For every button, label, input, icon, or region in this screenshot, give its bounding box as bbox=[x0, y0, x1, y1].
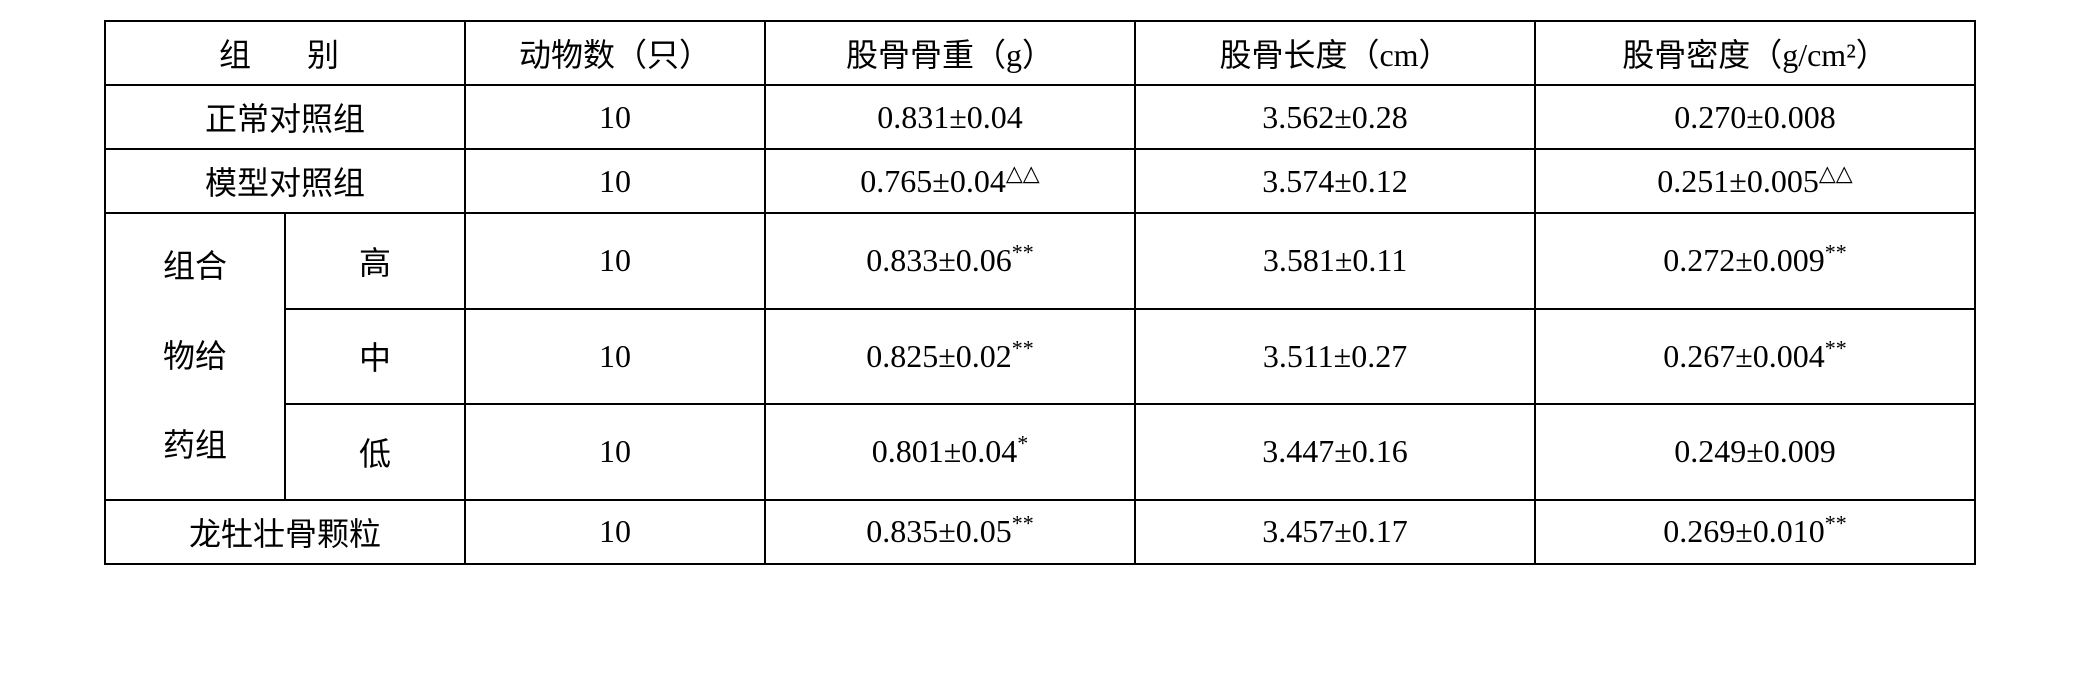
cell-sup: ** bbox=[1012, 335, 1034, 360]
cell-sup: ** bbox=[1825, 335, 1847, 360]
cell-bone-length: 3.447±0.16 bbox=[1135, 404, 1535, 500]
cell-bone-density: 0.270±0.008 bbox=[1535, 85, 1975, 149]
table-row: 正常对照组 10 0.831±0.04 3.562±0.28 0.270±0.0… bbox=[105, 85, 1975, 149]
cell-sup: * bbox=[1017, 431, 1028, 456]
cell-sub-label: 高 bbox=[285, 213, 465, 309]
header-animal-count: 动物数（只） bbox=[465, 21, 765, 85]
cell-bone-weight: 0.835±0.05** bbox=[765, 500, 1135, 564]
cell-bone-density: 0.269±0.010** bbox=[1535, 500, 1975, 564]
cell-sup: △△ bbox=[1006, 160, 1040, 185]
cell-animal-count: 10 bbox=[465, 85, 765, 149]
cell-sup: ** bbox=[1825, 511, 1847, 536]
cell-group-label: 龙牡壮骨颗粒 bbox=[105, 500, 465, 564]
cell-value: 3.574±0.12 bbox=[1262, 163, 1408, 199]
cell-sup: ** bbox=[1012, 240, 1034, 265]
cell-bone-weight: 0.831±0.04 bbox=[765, 85, 1135, 149]
cell-value: 0.833±0.06 bbox=[866, 242, 1012, 278]
cell-bone-weight: 0.801±0.04* bbox=[765, 404, 1135, 500]
table-row: 低 10 0.801±0.04* 3.447±0.16 0.249±0.009 bbox=[105, 404, 1975, 500]
cell-value: 3.511±0.27 bbox=[1263, 338, 1407, 374]
header-bone-length: 股骨长度（cm） bbox=[1135, 21, 1535, 85]
cell-bone-length: 3.511±0.27 bbox=[1135, 309, 1535, 405]
table-row: 组合物给药组 高 10 0.833±0.06** 3.581±0.11 0.27… bbox=[105, 213, 1975, 309]
data-table: 组 别 动物数（只） 股骨骨重（g） 股骨长度（cm） 股骨密度（g/cm²） … bbox=[104, 20, 1976, 565]
cell-bone-length: 3.581±0.11 bbox=[1135, 213, 1535, 309]
cell-bone-weight: 0.765±0.04△△ bbox=[765, 149, 1135, 213]
cell-bone-weight: 0.825±0.02** bbox=[765, 309, 1135, 405]
cell-bone-length: 3.457±0.17 bbox=[1135, 500, 1535, 564]
cell-animal-count: 10 bbox=[465, 149, 765, 213]
cell-sup: ** bbox=[1825, 240, 1847, 265]
header-bone-weight: 股骨骨重（g） bbox=[765, 21, 1135, 85]
table-header-row: 组 别 动物数（只） 股骨骨重（g） 股骨长度（cm） 股骨密度（g/cm²） bbox=[105, 21, 1975, 85]
cell-animal-count: 10 bbox=[465, 404, 765, 500]
cell-sup: △△ bbox=[1819, 160, 1853, 185]
cell-value: 0.825±0.02 bbox=[866, 338, 1012, 374]
cell-value: 3.447±0.16 bbox=[1262, 433, 1408, 469]
cell-value: 0.831±0.04 bbox=[877, 99, 1023, 135]
table-row: 中 10 0.825±0.02** 3.511±0.27 0.267±0.004… bbox=[105, 309, 1975, 405]
cell-animal-count: 10 bbox=[465, 213, 765, 309]
cell-bone-length: 3.574±0.12 bbox=[1135, 149, 1535, 213]
cell-bone-length: 3.562±0.28 bbox=[1135, 85, 1535, 149]
cell-vertical-group: 组合物给药组 bbox=[105, 213, 285, 500]
header-group: 组 别 bbox=[105, 21, 465, 85]
cell-value: 0.251±0.005 bbox=[1657, 163, 1819, 199]
cell-sub-label: 中 bbox=[285, 309, 465, 405]
cell-value: 3.457±0.17 bbox=[1262, 513, 1408, 549]
cell-value: 0.272±0.009 bbox=[1663, 242, 1825, 278]
cell-value: 0.269±0.010 bbox=[1663, 513, 1825, 549]
header-bone-density: 股骨密度（g/cm²） bbox=[1535, 21, 1975, 85]
cell-group-label: 模型对照组 bbox=[105, 149, 465, 213]
cell-sup: ** bbox=[1012, 511, 1034, 536]
cell-bone-density: 0.251±0.005△△ bbox=[1535, 149, 1975, 213]
cell-bone-density: 0.249±0.009 bbox=[1535, 404, 1975, 500]
cell-value: 0.249±0.009 bbox=[1674, 433, 1836, 469]
cell-value: 3.581±0.11 bbox=[1263, 242, 1407, 278]
cell-bone-weight: 0.833±0.06** bbox=[765, 213, 1135, 309]
cell-value: 0.801±0.04 bbox=[872, 433, 1018, 469]
cell-animal-count: 10 bbox=[465, 500, 765, 564]
cell-animal-count: 10 bbox=[465, 309, 765, 405]
table-row: 龙牡壮骨颗粒 10 0.835±0.05** 3.457±0.17 0.269±… bbox=[105, 500, 1975, 564]
cell-value: 0.765±0.04 bbox=[860, 163, 1006, 199]
cell-value: 0.835±0.05 bbox=[866, 513, 1012, 549]
cell-group-label: 正常对照组 bbox=[105, 85, 465, 149]
table-row: 模型对照组 10 0.765±0.04△△ 3.574±0.12 0.251±0… bbox=[105, 149, 1975, 213]
cell-bone-density: 0.267±0.004** bbox=[1535, 309, 1975, 405]
cell-sub-label: 低 bbox=[285, 404, 465, 500]
cell-value: 0.267±0.004 bbox=[1663, 338, 1825, 374]
cell-bone-density: 0.272±0.009** bbox=[1535, 213, 1975, 309]
cell-value: 3.562±0.28 bbox=[1262, 99, 1408, 135]
cell-value: 0.270±0.008 bbox=[1674, 99, 1836, 135]
